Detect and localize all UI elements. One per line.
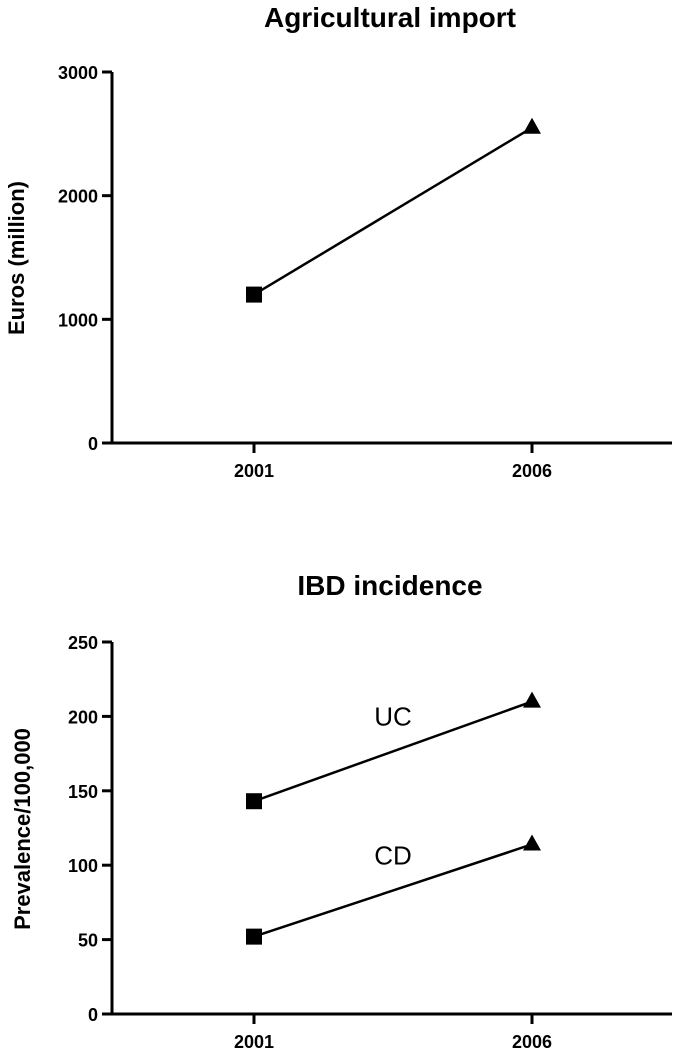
chart-2-y-tick-label: 50	[78, 931, 98, 951]
chart-2-series-line-uc	[253, 700, 533, 803]
chart-1-axes	[110, 72, 672, 445]
chart-1-y-tick-label: 0	[88, 434, 98, 454]
chart-1-y-tick-label: 2000	[58, 187, 98, 207]
chart-2-title: IBD incidence	[297, 570, 482, 601]
chart-2-marks: 0 50 100 150 200 250 2001 2006 UC CD	[68, 633, 552, 1050]
chart-2-y-tick-label: 100	[68, 856, 98, 876]
chart-1-y-tick-label: 3000	[58, 63, 98, 83]
chart-2-axes	[110, 642, 672, 1016]
chart-2-y-tick-label: 200	[68, 707, 98, 727]
chart-2-y-axis-label: Prevalence/100,000	[10, 728, 35, 930]
series-label-cd: CD	[374, 840, 412, 870]
chart-1-x-tick-label: 2006	[512, 461, 552, 481]
chart-2-square-marker	[246, 793, 262, 810]
chart-1-x-tick-label: 2001	[234, 461, 274, 481]
chart-1-title: Agricultural import	[264, 2, 516, 33]
chart-1-triangle-marker	[523, 117, 541, 134]
chart-2-y-tick-label: 250	[68, 633, 98, 653]
chart-2-triangle-marker	[523, 834, 541, 851]
chart-2-x-tick-label: 2001	[234, 1032, 274, 1050]
chart-1-square-marker	[246, 286, 262, 303]
chart-2-triangle-marker	[523, 691, 541, 708]
chart-2-square-marker	[246, 928, 262, 945]
chart-2-x-tick-label: 2006	[512, 1032, 552, 1050]
chart-2-y-tick-label: 0	[88, 1005, 98, 1025]
chart-2-y-tick-label: 150	[68, 782, 98, 802]
chart-1-marks: 0 1000 2000 3000 2001 2006	[58, 63, 552, 481]
chart-1-y-axis-label: Euros (million)	[4, 181, 29, 335]
series-label-uc: UC	[374, 701, 412, 731]
chart-1-y-tick-label: 1000	[58, 310, 98, 330]
chart-1-series-line	[253, 126, 533, 296]
chart-2-series-line-cd	[253, 843, 533, 938]
chart-1: Agricultural import Euros (million)	[4, 2, 672, 445]
